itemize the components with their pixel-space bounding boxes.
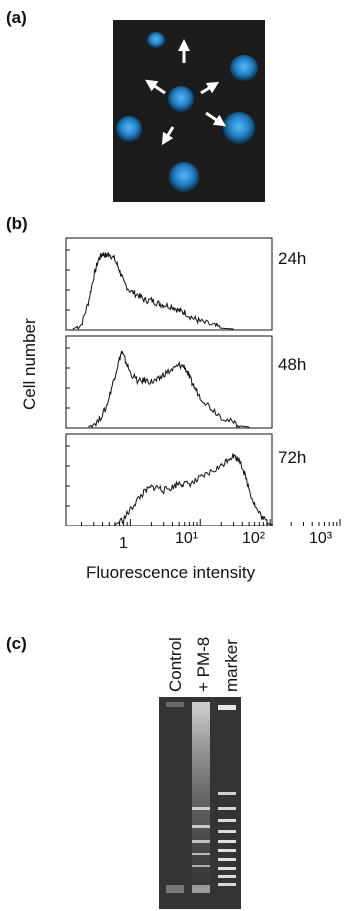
histogram-chart [0, 226, 351, 526]
panel-a-label: (a) [6, 8, 27, 27]
histogram-frame-72h [65, 433, 273, 526]
x-tick-100: 10² [242, 530, 266, 547]
histogram-line-24h [72, 251, 234, 330]
arrow-icons [145, 39, 226, 146]
x-axis-label: Fluorescence intensity [86, 563, 256, 582]
lane-label-control: Control [166, 637, 185, 692]
panel-b-label: (b) [6, 214, 28, 233]
label-48h: 48h [278, 355, 307, 374]
lane-pm8 [192, 702, 210, 893]
lane-label-marker: marker [222, 639, 241, 692]
histogram-line-72h [114, 453, 274, 526]
histogram-frame-24h [65, 237, 273, 331]
histogram-frame-48h [65, 335, 273, 429]
gel-image [159, 697, 241, 909]
label-24h: 24h [278, 249, 307, 268]
lane-label-pm8: + PM-8 [194, 636, 213, 692]
x-tick-10: 10¹ [175, 530, 199, 547]
lane-control [166, 702, 184, 893]
x-tick-1: 1 [119, 535, 128, 552]
gel-lane-labels: Control + PM-8 marker [158, 637, 248, 692]
label-72h: 72h [278, 448, 307, 467]
cell-nuclei [116, 32, 258, 192]
micrograph [113, 20, 265, 202]
panel-c-label: (c) [6, 634, 27, 653]
lane-marker [218, 705, 236, 886]
x-tick-1000: 10³ [309, 530, 333, 547]
histogram-line-48h [88, 350, 250, 429]
y-axis-label: Cell number [20, 318, 39, 410]
